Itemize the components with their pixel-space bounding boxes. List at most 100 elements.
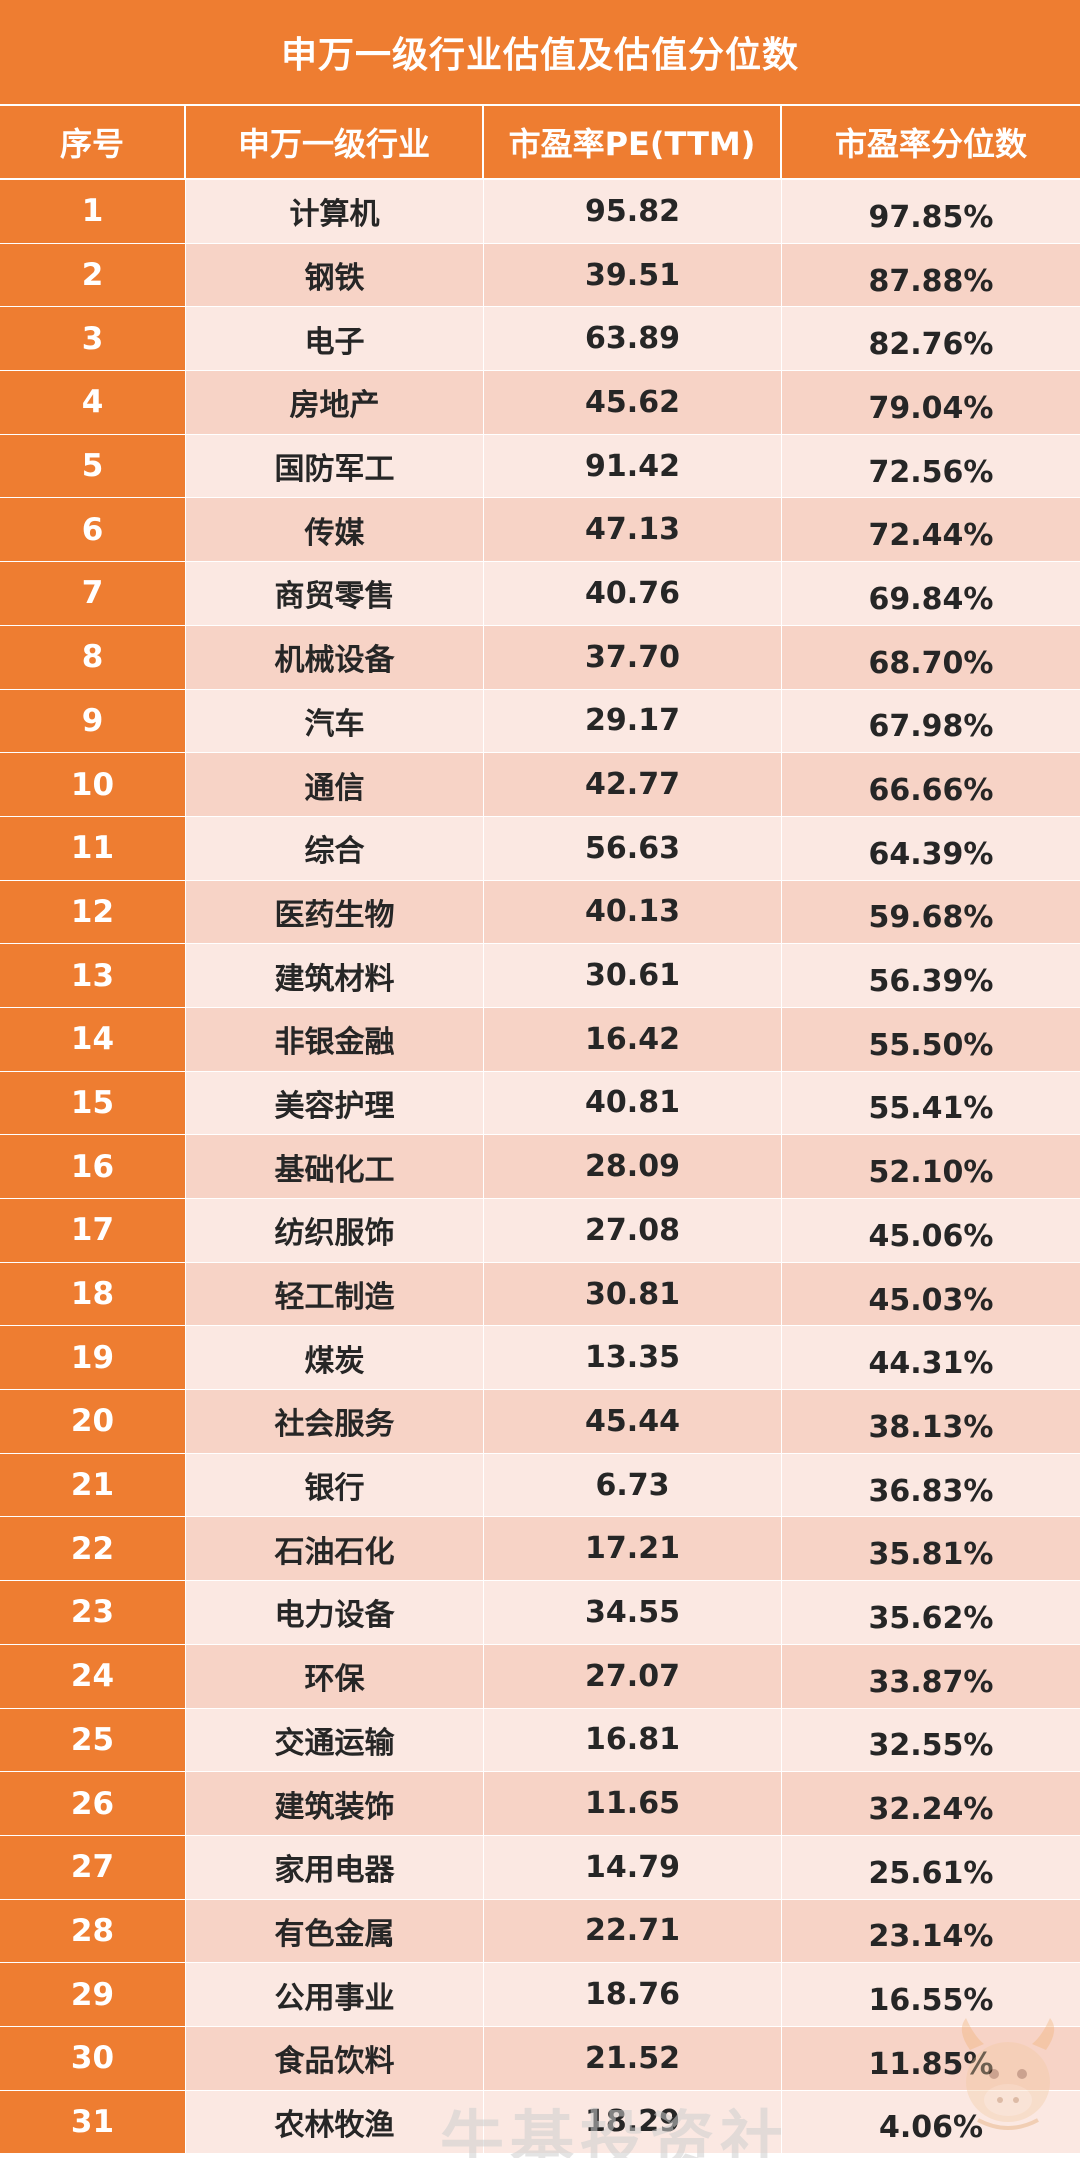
table-row: 18 轻工制造 30.81 45.03% (0, 1262, 1080, 1327)
row-industry: 房地产 (186, 371, 484, 434)
table-row: 3 电子 63.89 82.76% (0, 307, 1080, 372)
row-percentile: 69.84% (782, 562, 1080, 625)
row-percentile: 67.98% (782, 689, 1080, 753)
table-title: 申万一级行业估值及估值分位数 (0, 0, 1080, 104)
row-index: 5 (0, 434, 186, 498)
row-industry: 有色金属 (186, 1899, 484, 1963)
table-row: 31 农林牧渔 18.29 4.06% (0, 2090, 1080, 2155)
row-industry: 家用电器 (186, 1835, 484, 1899)
row-industry: 轻工制造 (186, 1262, 484, 1326)
row-percentile: 59.68% (782, 880, 1080, 944)
row-industry: 社会服务 (186, 1390, 484, 1453)
row-index: 3 (0, 307, 186, 371)
row-pe-value: 34.55 (484, 1581, 782, 1644)
row-percentile: 23.14% (782, 1899, 1080, 1963)
row-pe-value: 40.13 (484, 880, 782, 944)
table-row: 13 建筑材料 30.61 56.39% (0, 944, 1080, 1008)
table-row: 26 建筑装饰 11.65 32.24% (0, 1772, 1080, 1836)
row-percentile: 55.50% (782, 1007, 1080, 1071)
column-header-percentile: 市盈率分位数 (834, 125, 1027, 163)
row-percentile: 97.85% (782, 180, 1080, 243)
row-percentile: 52.10% (782, 1135, 1080, 1198)
row-pe-value: 18.76 (484, 1963, 782, 2026)
row-percentile: 64.39% (782, 816, 1080, 880)
row-percentile: 32.55% (782, 1708, 1080, 1772)
row-percentile: 32.24% (782, 1772, 1080, 1835)
row-industry: 国防军工 (186, 434, 484, 498)
row-percentile: 35.81% (782, 1517, 1080, 1581)
row-pe-value: 29.17 (484, 689, 782, 753)
row-percentile: 36.83% (782, 1453, 1080, 1517)
row-pe-value: 63.89 (484, 307, 782, 371)
row-index: 19 (0, 1326, 186, 1390)
row-pe-value: 27.07 (484, 1644, 782, 1708)
table-row: 24 环保 27.07 33.87% (0, 1644, 1080, 1709)
row-industry: 机械设备 (186, 625, 484, 689)
row-percentile: 68.70% (782, 625, 1080, 689)
row-pe-value: 40.76 (484, 562, 782, 625)
row-industry: 非银金融 (186, 1007, 484, 1071)
row-industry: 石油石化 (186, 1517, 484, 1581)
row-pe-value: 27.08 (484, 1199, 782, 1262)
table-row: 14 非银金融 16.42 55.50% (0, 1007, 1080, 1072)
table-row: 4 房地产 45.62 79.04% (0, 371, 1080, 435)
valuation-table: 序号 申万一级行业 市盈率PE(TTM) 市盈率分位数 1 计算机 95.82 97.… (0, 106, 1080, 2155)
row-industry: 电子 (186, 307, 484, 371)
row-index: 7 (0, 562, 186, 625)
table-row: 11 综合 56.63 64.39% (0, 816, 1080, 881)
table-row: 23 电力设备 34.55 35.62% (0, 1581, 1080, 1645)
row-pe-value: 45.44 (484, 1390, 782, 1453)
row-index: 18 (0, 1262, 186, 1326)
row-pe-value: 13.35 (484, 1326, 782, 1390)
row-pe-value: 14.79 (484, 1835, 782, 1899)
row-index: 31 (0, 2090, 186, 2154)
table-row: 16 基础化工 28.09 52.10% (0, 1135, 1080, 1199)
row-industry: 煤炭 (186, 1326, 484, 1390)
row-pe-value: 30.81 (484, 1262, 782, 1326)
row-index: 17 (0, 1199, 186, 1262)
row-industry: 农林牧渔 (186, 2090, 484, 2154)
row-pe-value: 47.13 (484, 498, 782, 562)
row-index: 26 (0, 1772, 186, 1835)
row-industry: 食品饮料 (186, 2026, 484, 2090)
row-index: 27 (0, 1835, 186, 1899)
row-index: 10 (0, 753, 186, 816)
table-row: 28 有色金属 22.71 23.14% (0, 1899, 1080, 1964)
row-pe-value: 45.62 (484, 371, 782, 434)
table-row: 15 美容护理 40.81 55.41% (0, 1071, 1080, 1136)
row-pe-value: 21.52 (484, 2026, 782, 2090)
row-percentile: 16.55% (782, 1963, 1080, 2026)
row-index: 30 (0, 2026, 186, 2090)
row-percentile: 72.56% (782, 434, 1080, 498)
row-index: 14 (0, 1007, 186, 1071)
table-row: 17 纺织服饰 27.08 45.06% (0, 1199, 1080, 1263)
table-row: 29 公用事业 18.76 16.55% (0, 1963, 1080, 2027)
row-index: 13 (0, 944, 186, 1007)
row-percentile: 56.39% (782, 944, 1080, 1007)
row-percentile: 82.76% (782, 307, 1080, 371)
row-index: 4 (0, 371, 186, 434)
table-row: 5 国防军工 91.42 72.56% (0, 434, 1080, 499)
table-row: 30 食品饮料 21.52 11.85% (0, 2026, 1080, 2091)
row-percentile: 45.03% (782, 1262, 1080, 1326)
row-index: 11 (0, 816, 186, 880)
row-index: 1 (0, 180, 186, 243)
row-industry: 计算机 (186, 180, 484, 243)
row-index: 29 (0, 1963, 186, 2026)
column-header-index: 序号 (0, 106, 186, 178)
row-index: 8 (0, 625, 186, 689)
row-industry: 商贸零售 (186, 562, 484, 625)
row-percentile: 11.85% (782, 2026, 1080, 2090)
table-row: 22 石油石化 17.21 35.81% (0, 1517, 1080, 1582)
row-percentile: 25.61% (782, 1835, 1080, 1899)
row-percentile: 35.62% (782, 1581, 1080, 1644)
row-pe-value: 30.61 (484, 944, 782, 1007)
row-index: 15 (0, 1071, 186, 1135)
table-row: 10 通信 42.77 66.66% (0, 753, 1080, 817)
row-industry: 公用事业 (186, 1963, 484, 2026)
row-industry: 医药生物 (186, 880, 484, 944)
row-industry: 建筑装饰 (186, 1772, 484, 1835)
row-pe-value: 37.70 (484, 625, 782, 689)
row-industry: 汽车 (186, 689, 484, 753)
